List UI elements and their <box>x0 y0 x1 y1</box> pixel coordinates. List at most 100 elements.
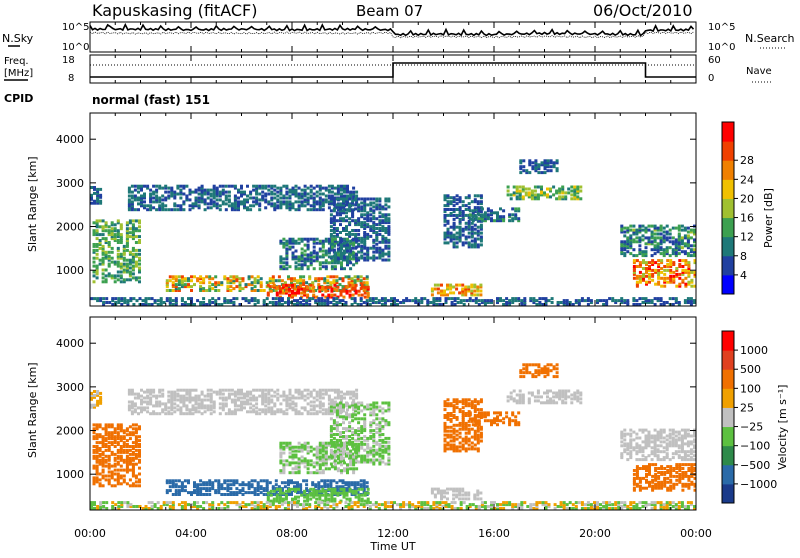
heatmap-cell <box>336 227 339 230</box>
heatmap-cell <box>304 257 307 260</box>
heatmap-cell <box>126 443 129 446</box>
heatmap-cell <box>352 448 355 451</box>
heatmap-cell <box>351 419 354 422</box>
heatmap-cell <box>468 202 471 205</box>
heatmap-cell <box>108 301 111 304</box>
heatmap-cell <box>202 493 205 496</box>
heatmap-cell <box>307 467 310 470</box>
heatmap-cell <box>149 204 152 207</box>
heatmap-cell <box>447 194 450 197</box>
heatmap-cell <box>431 288 434 291</box>
heatmap-cell <box>584 299 587 302</box>
heatmap-cell <box>687 297 690 300</box>
heatmap-cell <box>93 257 96 260</box>
heatmap-cell <box>138 478 141 481</box>
heatmap-cell <box>357 406 360 409</box>
heatmap-cell <box>352 399 355 402</box>
heatmap-cell <box>102 245 105 248</box>
heatmap-cell <box>451 301 454 304</box>
heatmap-cell <box>105 437 108 440</box>
heatmap-cell <box>334 454 337 457</box>
heatmap-cell <box>309 488 312 491</box>
heatmap-cell <box>319 401 322 404</box>
heatmap-cell <box>636 281 639 284</box>
heatmap-cell <box>102 475 105 478</box>
heatmap-cell <box>642 238 645 241</box>
heatmap-cell <box>465 204 468 207</box>
heatmap-cell <box>334 397 337 400</box>
heatmap-cell <box>326 279 329 282</box>
heatmap-cell <box>330 402 333 405</box>
heatmap-cell <box>354 439 357 442</box>
heatmap-cell <box>408 299 411 302</box>
heatmap-cell <box>490 299 493 302</box>
heatmap-cell <box>360 213 363 216</box>
heatmap-cell <box>369 411 372 414</box>
heatmap-cell <box>295 408 298 411</box>
heatmap-cell <box>357 251 360 254</box>
heatmap-cell <box>298 442 301 445</box>
heatmap-cell <box>138 276 141 279</box>
heatmap-cell <box>305 479 308 482</box>
heatmap-cell <box>282 463 285 466</box>
heatmap-cell <box>635 229 638 232</box>
heatmap-cell <box>279 187 282 190</box>
heatmap-cell <box>507 186 510 189</box>
heatmap-cell <box>111 297 114 300</box>
heatmap-cell <box>111 441 114 444</box>
heatmap-cell <box>307 393 310 396</box>
heatmap-cell <box>242 277 245 280</box>
heatmap-cell <box>93 427 96 430</box>
heatmap-cell <box>128 404 131 407</box>
heatmap-cell <box>99 423 102 426</box>
heatmap-cell <box>99 239 102 242</box>
heatmap-cell <box>190 275 193 278</box>
heatmap-cell <box>169 275 172 278</box>
heatmap-cell <box>316 208 319 211</box>
heatmap-cell <box>315 490 318 493</box>
heatmap-cell <box>298 238 301 241</box>
heatmap-cell <box>249 402 252 405</box>
heatmap-cell <box>366 443 369 446</box>
heatmap-cell <box>462 204 465 207</box>
heatmap-cell <box>590 299 593 302</box>
heatmap-cell <box>167 191 170 194</box>
heatmap-cell <box>340 463 343 466</box>
heatmap-cell <box>402 299 405 302</box>
heatmap-cell <box>684 242 687 245</box>
heatmap-cell <box>111 471 114 474</box>
noise-series-nsearch <box>90 32 694 38</box>
heatmap-cell <box>267 292 270 295</box>
heatmap-cell <box>387 259 390 262</box>
heatmap-cell <box>235 479 238 482</box>
heatmap-cell <box>322 193 325 196</box>
heatmap-cell <box>129 457 132 460</box>
heatmap-cell <box>378 211 381 214</box>
heatmap-cell <box>326 483 329 486</box>
heatmap-cell <box>678 283 681 286</box>
heatmap-cell <box>237 389 240 392</box>
heatmap-cell <box>336 198 339 201</box>
heatmap-cell <box>336 492 339 495</box>
heatmap-cell <box>570 193 573 196</box>
heatmap-cell <box>258 185 261 188</box>
heatmap-cell <box>335 279 338 282</box>
heatmap-cell <box>666 263 669 266</box>
heatmap-cell <box>328 442 331 445</box>
heatmap-cell <box>322 469 325 472</box>
heatmap-cell <box>117 278 120 281</box>
heatmap-cell <box>114 227 117 230</box>
colorbar-tick-label: 28 <box>740 154 754 167</box>
heatmap-cell <box>330 229 333 232</box>
heatmap-cell <box>261 195 264 198</box>
heatmap-cell <box>474 232 477 235</box>
heatmap-cell <box>639 261 642 264</box>
heatmap-cell <box>164 412 167 415</box>
heatmap-cell <box>348 209 351 212</box>
heatmap-cell <box>366 299 369 302</box>
heatmap-cell <box>360 455 363 458</box>
heatmap-cell <box>639 271 642 274</box>
heatmap-cell <box>132 482 135 485</box>
heatmap-cell <box>309 498 312 501</box>
